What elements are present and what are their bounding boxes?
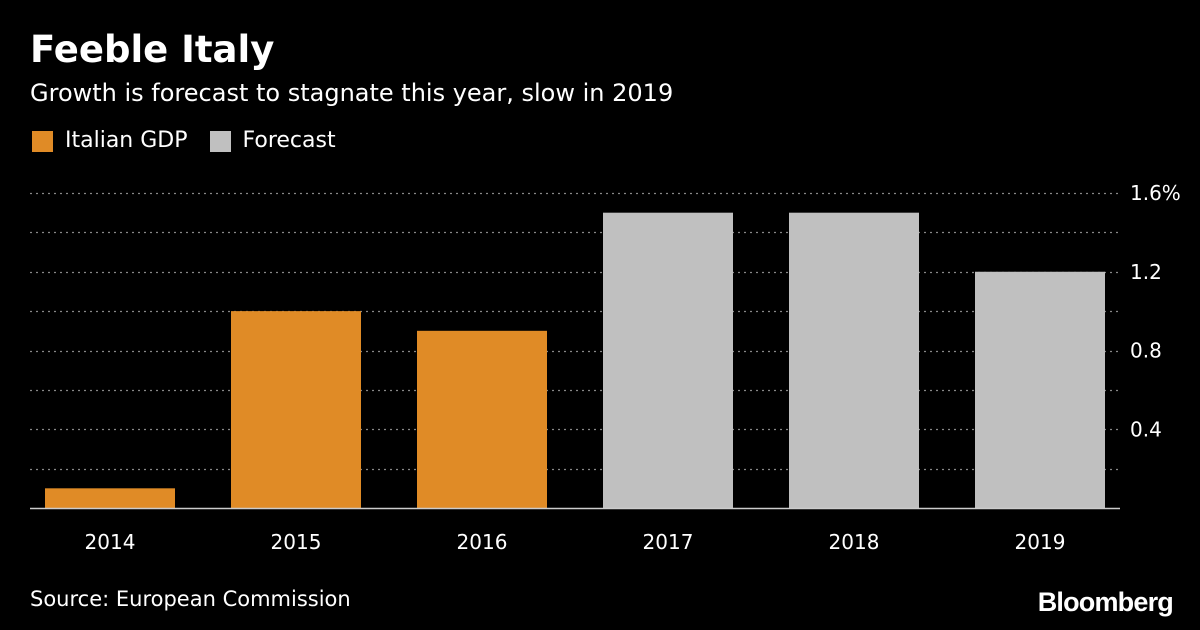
bloomberg-logo: Bloomberg <box>1037 587 1174 617</box>
legend-item-forecast: Forecast <box>209 127 336 155</box>
bar-2017 <box>603 212 733 508</box>
y-tick-label-2: 0.8 <box>1130 339 1162 363</box>
y-tick-label-3: 0.4 <box>1130 417 1162 441</box>
axes: 2014 2015 2016 2017 2018 2019 1.6% 1.2 0.8 0.4 <box>30 181 1181 554</box>
bar-2015 <box>231 311 361 508</box>
x-tick-label-2017: 2017 <box>643 530 694 554</box>
x-tick-label-2018: 2018 <box>829 530 880 554</box>
source-note: Source: European Commission <box>30 587 351 611</box>
bar-2019 <box>975 271 1105 508</box>
bar-2016 <box>417 330 547 508</box>
bar-2014 <box>45 488 175 508</box>
chart-title: Feeble Italy <box>30 28 275 71</box>
chart-subtitle: Growth is forecast to stagnate this year… <box>30 79 674 107</box>
x-tick-label-2014: 2014 <box>85 530 136 554</box>
x-tick-label-2016: 2016 <box>457 530 508 554</box>
legend-label-forecast: Forecast <box>242 128 336 153</box>
y-tick-label-1: 1.2 <box>1130 260 1162 284</box>
legend: Italian GDP Forecast <box>32 127 358 155</box>
legend-label-italian-gdp: Italian GDP <box>65 128 188 153</box>
legend-swatch-italian-gdp <box>32 130 53 152</box>
bars <box>45 212 1105 508</box>
legend-item-italian-gdp: Italian GDP <box>32 127 188 155</box>
x-tick-label-2015: 2015 <box>271 530 322 554</box>
legend-swatch-forecast <box>209 130 231 152</box>
y-tick-label-0: 1.6% <box>1130 181 1181 205</box>
x-tick-label-2019: 2019 <box>1015 530 1066 554</box>
bar-2018 <box>789 212 919 508</box>
gridlines <box>30 192 1120 471</box>
